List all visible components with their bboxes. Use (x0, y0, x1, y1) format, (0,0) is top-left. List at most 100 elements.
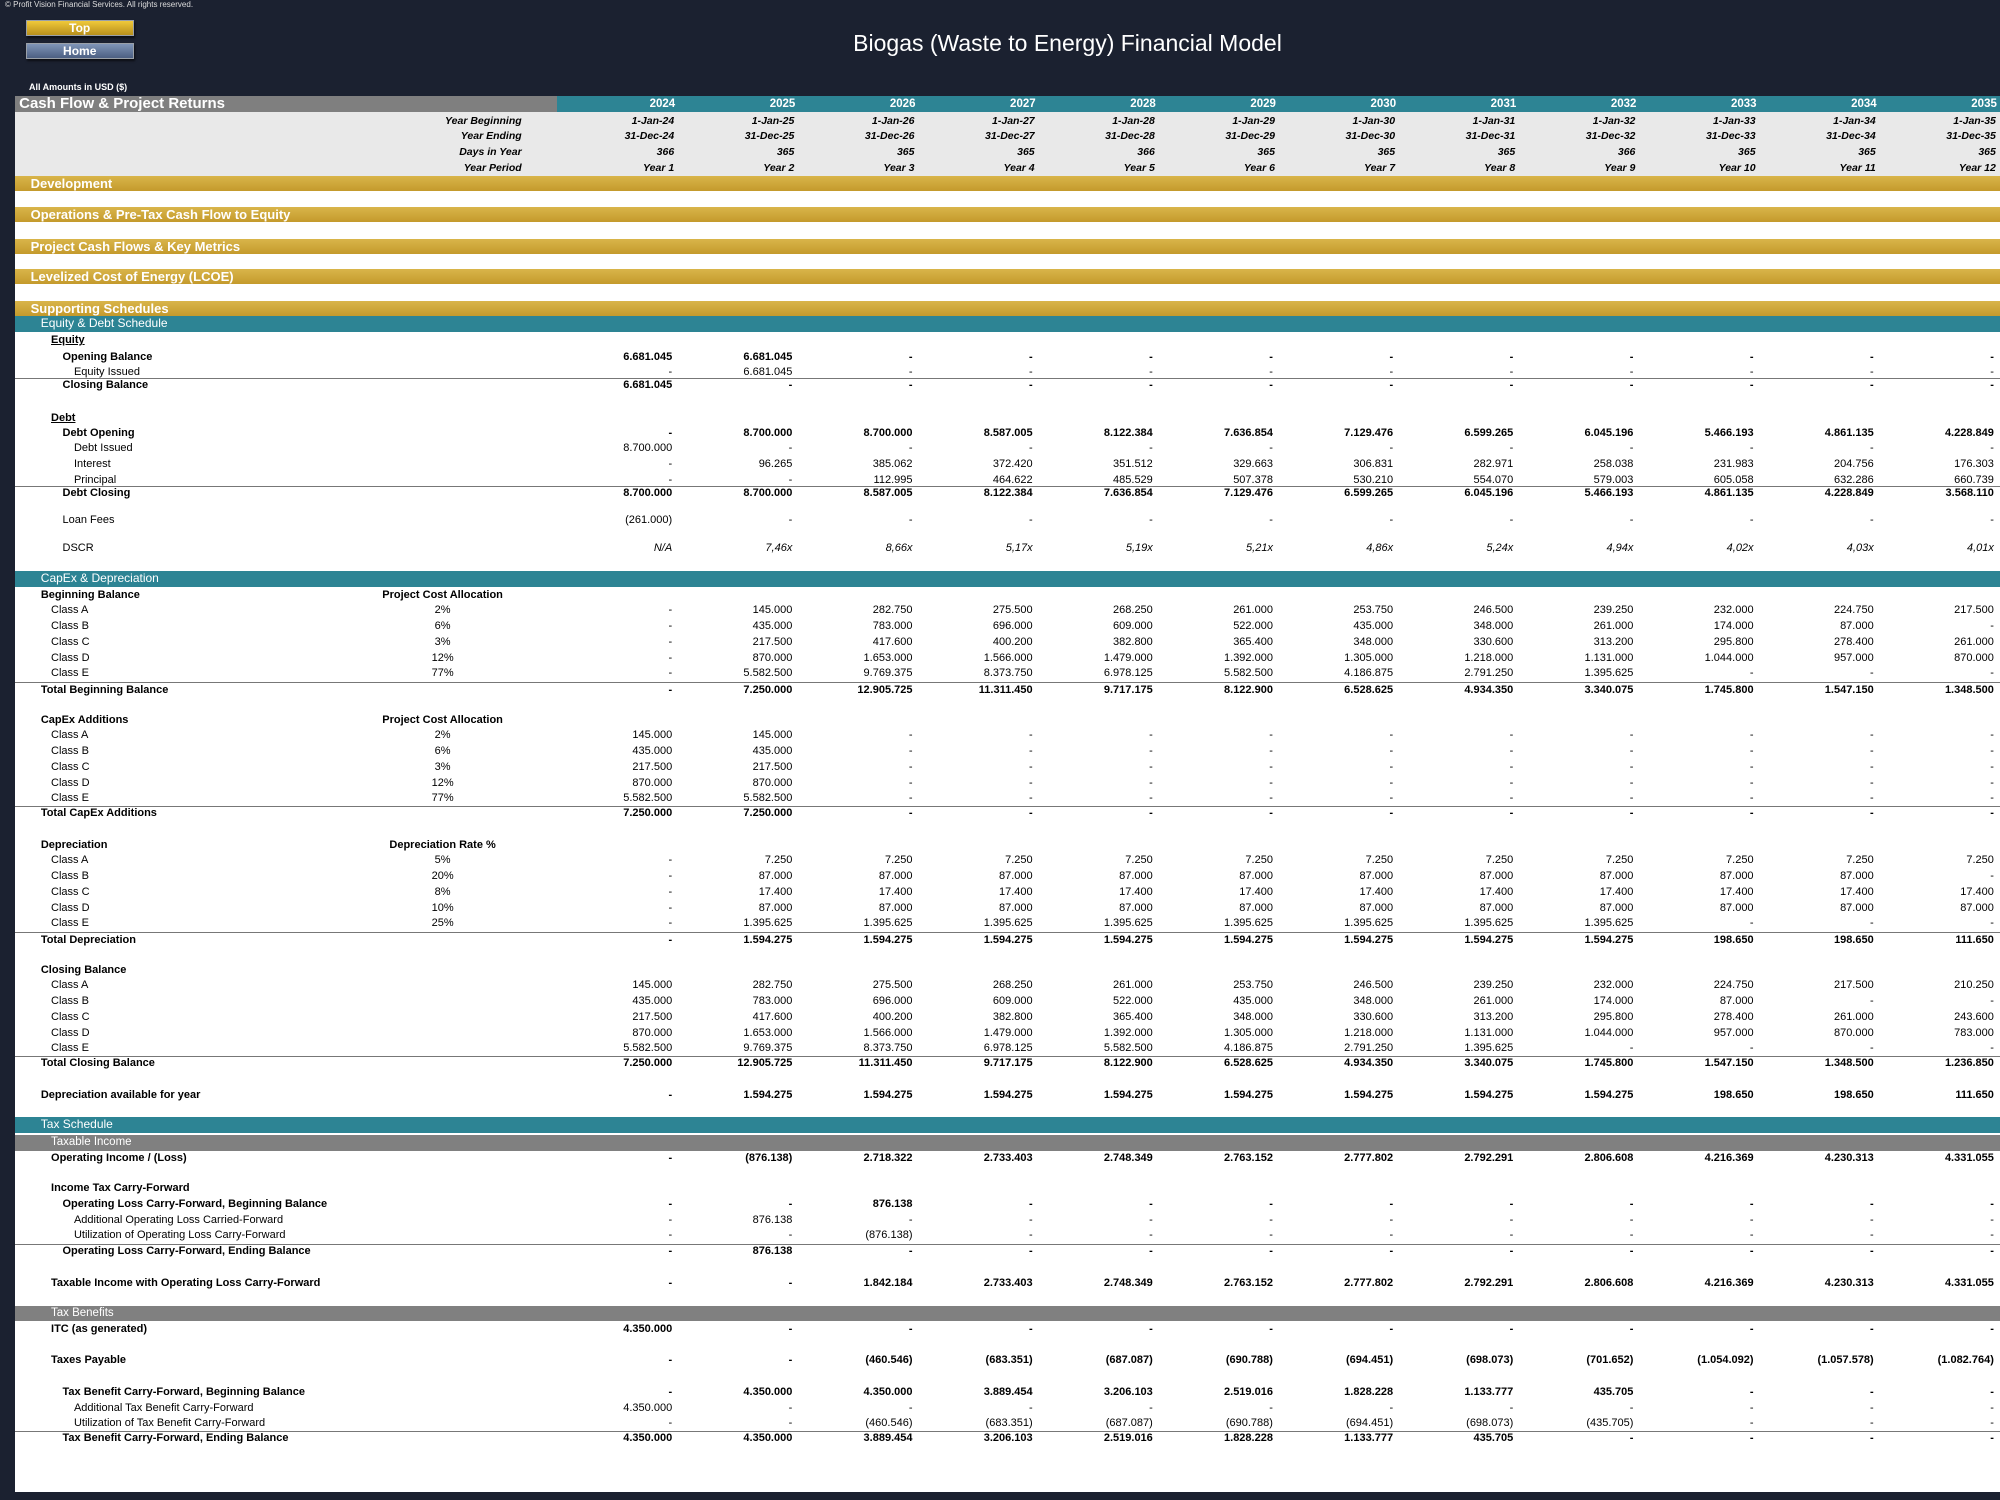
cell: - (1990, 869, 1994, 882)
cell: 239.250 (1473, 979, 1514, 992)
cell: 7.250.000 (743, 807, 793, 820)
cell: 261.000 (1833, 1011, 1874, 1024)
cell: - (1629, 442, 1634, 455)
cell: - (1749, 378, 1754, 391)
row-label: Additional Operating Loss Carried-Forwar… (73, 1214, 284, 1227)
cell: - (668, 1276, 673, 1289)
cell: - (1870, 1322, 1874, 1335)
row-label: Taxable Income with Operating Loss Carry… (51, 1276, 321, 1289)
row-label: Income Tax Carry-Forward (51, 1182, 190, 1195)
timeline-cell: 365 (896, 146, 915, 159)
page-title: Biogas (Waste to Energy) Financial Model (853, 30, 1282, 56)
total-rule (15, 806, 2000, 808)
cell: 1.131.000 (1464, 1026, 1514, 1039)
cell: - (1149, 791, 1153, 804)
timeline-cell: Year 3 (883, 162, 915, 175)
row-note: 20% (431, 869, 454, 882)
cell: - (1028, 513, 1033, 526)
cell: - (1870, 1197, 1874, 1210)
cell: 348.000 (1473, 619, 1514, 632)
cell: 435.000 (752, 619, 793, 632)
cell: 261.000 (1473, 994, 1514, 1007)
cell: 7.250 (1485, 854, 1514, 867)
cell: - (1149, 744, 1153, 757)
timeline-cell: 1-Jan-35 (1953, 114, 1996, 127)
cell: - (1629, 729, 1634, 742)
cell: 1.594.275 (983, 1089, 1033, 1102)
cell: 198.650 (1833, 933, 1874, 946)
cell: 1.392.000 (1224, 651, 1273, 664)
cell: 783.000 (872, 619, 913, 632)
cell: 1.828.228 (1344, 1386, 1394, 1399)
timeline-cell: 1-Jan-31 (1472, 114, 1516, 127)
cell: 313.200 (1593, 636, 1634, 649)
total-rule (15, 377, 2000, 379)
nav-button[interactable]: Top (25, 20, 134, 36)
cell: 4.216.369 (1704, 1276, 1754, 1289)
cell: 1.348.500 (1824, 1057, 1874, 1070)
cell: 87.000 (1119, 901, 1153, 914)
cell: (1.054.092) (1697, 1354, 1754, 1367)
cell: 530.210 (1353, 474, 1394, 487)
cell: 7,46x (765, 541, 793, 554)
cell: - (1870, 1432, 1874, 1445)
nav-button[interactable]: Home (25, 43, 134, 59)
cell: 5.582.500 (623, 791, 673, 804)
timeline-cell: 366 (1137, 146, 1155, 159)
cell: - (1870, 744, 1874, 757)
row-label: Opening Balance (62, 350, 153, 363)
cell: 7.636.854 (1103, 487, 1153, 500)
cell: - (1269, 442, 1273, 455)
cell: 7.250 (1966, 854, 1994, 867)
cell: - (1870, 1214, 1874, 1227)
cell: - (1149, 513, 1153, 526)
cell: - (1509, 442, 1514, 455)
cell: - (1269, 350, 1273, 363)
cell: 435.000 (632, 994, 673, 1007)
row-label: Class C (51, 761, 90, 774)
cell: 1.392.000 (1103, 1026, 1153, 1039)
row-label: Class A (51, 979, 89, 992)
row-note: Depreciation Rate % (389, 839, 496, 852)
cell: - (1629, 791, 1634, 804)
cell: - (1749, 442, 1754, 455)
row-label: Class A (51, 729, 89, 742)
timeline-label: Year Ending (460, 130, 522, 143)
cell: 4.186.875 (1344, 666, 1394, 679)
timeline-cell: 31-Dec-24 (624, 130, 675, 143)
cell: 145.000 (632, 729, 673, 742)
row-label: Closing Balance (40, 964, 127, 977)
cell: - (908, 350, 913, 363)
cell: - (1870, 442, 1874, 455)
year-header: 2028 (1130, 97, 1156, 110)
cell: - (1749, 1214, 1754, 1227)
cell: - (1269, 513, 1273, 526)
cell: 435.000 (632, 744, 673, 757)
cell: 1.131.000 (1584, 651, 1634, 664)
timeline-cell: 1-Jan-27 (992, 114, 1035, 127)
cell: 4.230.313 (1824, 1276, 1874, 1289)
cell: - (1509, 1197, 1514, 1210)
cell: - (1749, 791, 1754, 804)
timeline-cell: 1-Jan-29 (1232, 114, 1275, 127)
cell: 1.828.228 (1224, 1432, 1273, 1445)
timeline-cell: 31-Dec-32 (1585, 130, 1636, 143)
cell: 870.000 (1954, 651, 1994, 664)
cell: 87.000 (878, 869, 913, 882)
cell: 17.400 (1599, 886, 1634, 899)
table-title-bar (15, 95, 558, 113)
row-label: Depreciation available for year (40, 1089, 201, 1102)
cell: (690.788) (1225, 1354, 1273, 1367)
cell: 7.636.854 (1224, 427, 1273, 440)
cell: - (1749, 1386, 1754, 1399)
cell: - (1389, 513, 1394, 526)
cell: 6.681.045 (623, 378, 673, 391)
cell: - (1509, 776, 1514, 789)
cell: (698.073) (1466, 1416, 1514, 1429)
cell: 1.395.625 (863, 916, 913, 929)
cell: 9.769.375 (743, 1041, 793, 1054)
cell: 12.905.725 (857, 683, 913, 696)
cell: 268.250 (992, 979, 1033, 992)
row-label: Class E (51, 666, 89, 679)
cell: 6.528.625 (1344, 683, 1394, 696)
